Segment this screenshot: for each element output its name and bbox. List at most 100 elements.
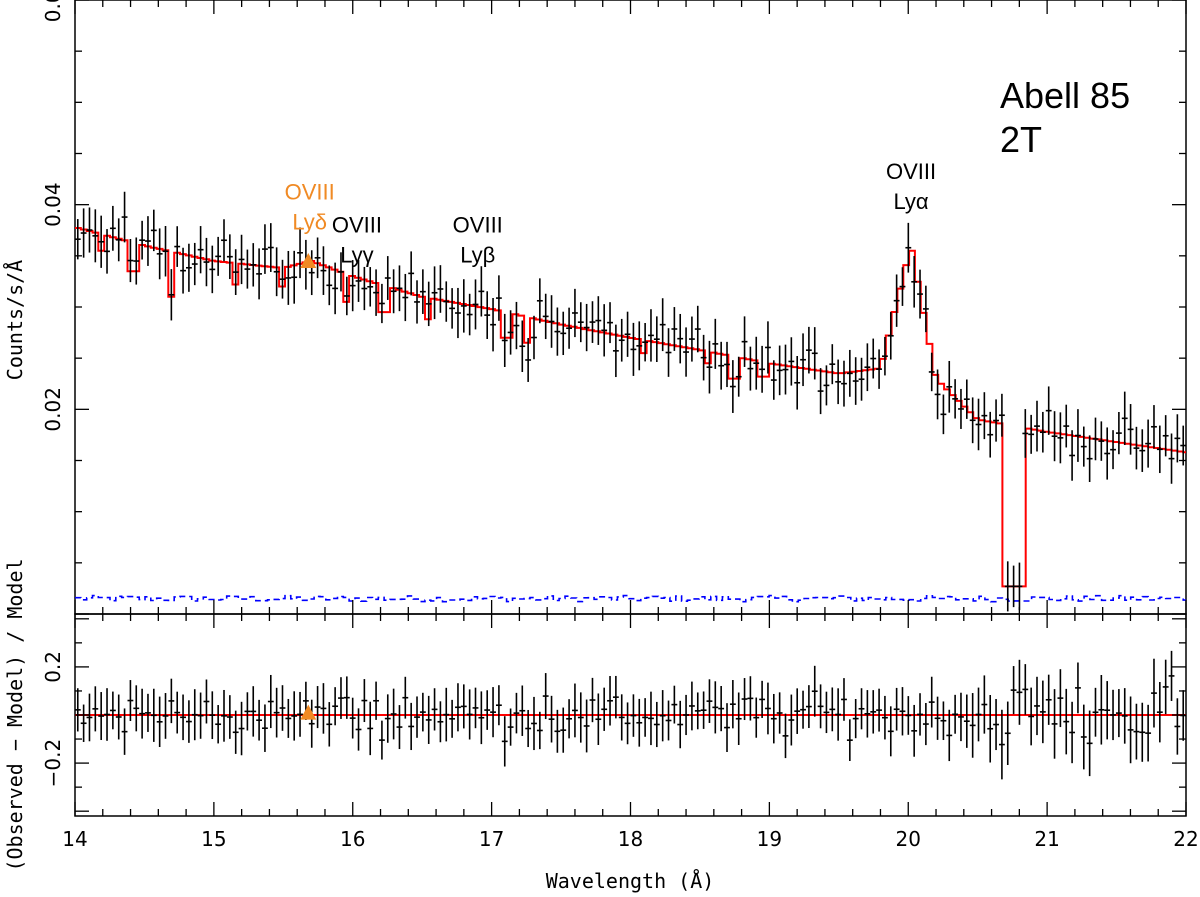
residual-point (1045, 674, 1052, 725)
residual-point (893, 687, 900, 731)
residual-point (221, 689, 227, 742)
residual-point (396, 705, 403, 750)
residual-point (1004, 701, 1011, 765)
residual-point (648, 691, 654, 746)
data-point (291, 250, 298, 304)
residual-point (735, 692, 742, 745)
residual-point (343, 676, 350, 719)
data-point (209, 245, 216, 294)
residual-point (700, 691, 707, 729)
data-point (683, 327, 689, 377)
data-point (1063, 404, 1070, 448)
data-point (753, 336, 760, 390)
line-label-transition: Lyα (893, 189, 928, 214)
x-tick-label: 20 (896, 827, 921, 851)
residual-point (998, 709, 1005, 780)
data-point (946, 360, 953, 413)
data-point (829, 344, 836, 385)
residual-point (185, 700, 192, 743)
data-point (174, 226, 181, 267)
data-point (624, 311, 631, 357)
data-point (443, 281, 450, 322)
residual-point (1139, 702, 1146, 762)
x-tick-label: 22 (1173, 827, 1198, 851)
residual-point (1133, 703, 1140, 760)
residual-point (922, 702, 929, 746)
residual-point (975, 687, 982, 742)
lydelta-residual-marker (300, 704, 317, 720)
residual-point (308, 699, 315, 748)
data-point (618, 318, 625, 362)
data-point (864, 343, 871, 392)
residual-point (1057, 669, 1064, 728)
residual-point (759, 680, 766, 719)
residual-point (1022, 664, 1029, 715)
bottom-axis-ticks: −0.2 0.2 (41, 618, 1186, 812)
data-point (1045, 386, 1052, 435)
residual-point (525, 709, 532, 748)
background-series (75, 594, 1186, 603)
residual-point (800, 690, 806, 729)
residual-point (109, 691, 116, 730)
data-point (437, 265, 444, 313)
residual-point (993, 699, 999, 751)
data-point (1022, 409, 1029, 458)
data-point (525, 338, 532, 382)
residual-point (963, 694, 970, 748)
data-point (1069, 430, 1076, 481)
bottom-y-tick-label: −0.2 (41, 739, 65, 788)
data-point (706, 340, 713, 394)
data-point (659, 298, 666, 352)
data-point (934, 369, 941, 420)
residual-point (1145, 704, 1152, 762)
residual-point (425, 695, 432, 744)
residual-point (238, 701, 245, 756)
residual-point (1110, 689, 1116, 741)
data-point (460, 279, 467, 333)
residual-point (782, 713, 789, 759)
residual-point (1168, 650, 1175, 701)
line-label-transition: Lyγ (340, 242, 373, 267)
residual-point (1039, 680, 1046, 744)
residual-point (776, 692, 783, 734)
residual-point (665, 700, 672, 741)
data-point (823, 365, 830, 406)
residual-point (805, 685, 812, 729)
data-point (770, 360, 777, 400)
residual-point (829, 687, 836, 732)
residual-point (355, 708, 362, 751)
data-point (267, 223, 274, 272)
residual-point (507, 708, 514, 746)
data-point (782, 344, 789, 395)
x-tick-label: 14 (62, 827, 87, 851)
data-point (109, 205, 116, 251)
data-point (858, 357, 865, 401)
data-point (577, 302, 584, 343)
data-point (98, 215, 105, 268)
residual-point (1086, 710, 1093, 777)
x-axis-ticks: 14 15 16 17 18 19 20 21 22 (62, 0, 1199, 851)
residual-point (683, 694, 689, 736)
data-point (1127, 404, 1134, 455)
residual-point (987, 695, 994, 763)
residual-point (636, 698, 643, 747)
data-point (595, 296, 602, 345)
data-point (180, 247, 186, 294)
x-tick-label: 17 (479, 827, 504, 851)
data-point (852, 357, 859, 405)
data-point (700, 334, 707, 381)
residual-point (495, 685, 502, 726)
data-point (601, 304, 608, 357)
residual-point (917, 693, 923, 736)
data-point (472, 279, 479, 330)
data-point (911, 256, 918, 308)
x-tick-label: 15 (201, 827, 226, 851)
residual-point (1121, 688, 1128, 744)
residual-point (1080, 704, 1087, 770)
data-point (648, 309, 654, 362)
data-point (86, 207, 93, 253)
x-tick-label: 21 (1034, 827, 1059, 851)
residual-point (729, 680, 736, 729)
data-point (396, 265, 403, 312)
data-point (466, 293, 473, 336)
